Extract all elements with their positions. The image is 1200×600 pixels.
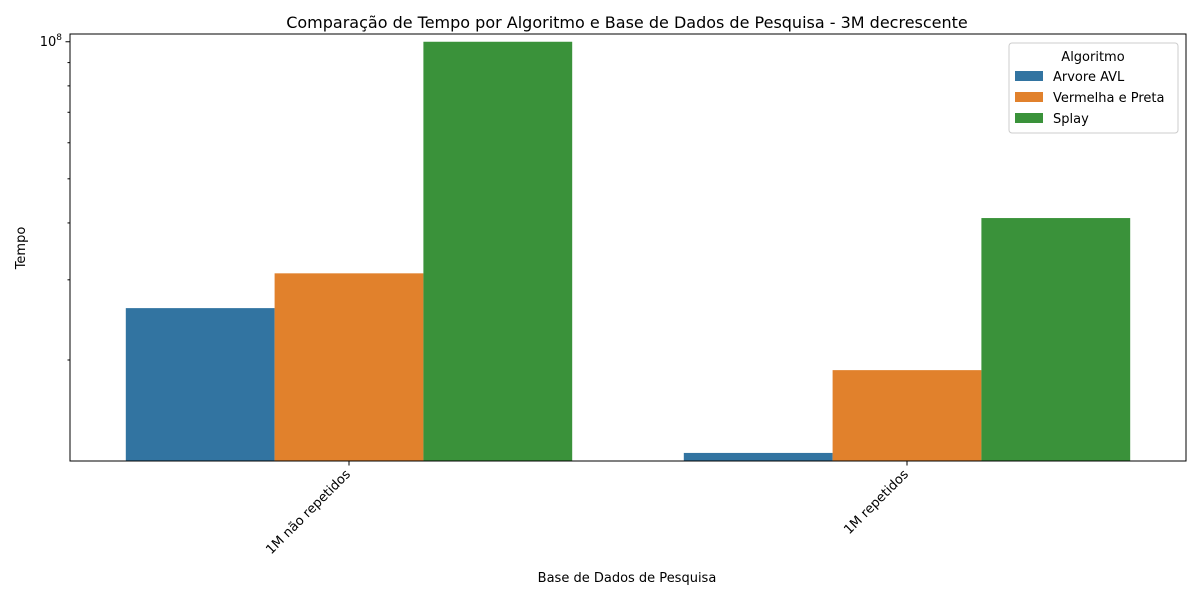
legend-box xyxy=(1008,42,1179,134)
legend: Algoritmo Arvore AVL Vermelha e Preta Spla… xyxy=(1008,42,1179,134)
legend-title: Algoritmo xyxy=(1061,50,1124,65)
y-tick-label: 108 xyxy=(40,33,63,50)
legend-label: Arvore AVL xyxy=(1053,70,1125,85)
x-tick-label: 1M repetidos xyxy=(841,467,912,538)
x-axis-label: Base de Dados de Pesquisa xyxy=(538,571,717,586)
bar-arvore-avl-0 xyxy=(125,308,275,461)
legend-label: Splay xyxy=(1053,112,1089,127)
chart-title: Comparação de Tempo por Algoritmo e Base… xyxy=(286,13,968,32)
legend-swatch xyxy=(1015,113,1043,123)
plot-frame xyxy=(69,33,1187,462)
bar-arvore-avl-1 xyxy=(683,452,833,461)
legend-swatch xyxy=(1015,92,1043,102)
bar-vermelha-e-preta-1 xyxy=(832,370,982,461)
bar-splay-0 xyxy=(423,41,573,461)
legend-swatch xyxy=(1015,71,1043,81)
x-tick-label: 1M não repetidos xyxy=(263,467,354,558)
bar-vermelha-e-preta-0 xyxy=(274,273,424,461)
legend-label: Vermelha e Preta xyxy=(1053,91,1164,106)
y-axis-label: Tempo xyxy=(14,227,29,271)
bar-splay-1 xyxy=(981,218,1131,461)
